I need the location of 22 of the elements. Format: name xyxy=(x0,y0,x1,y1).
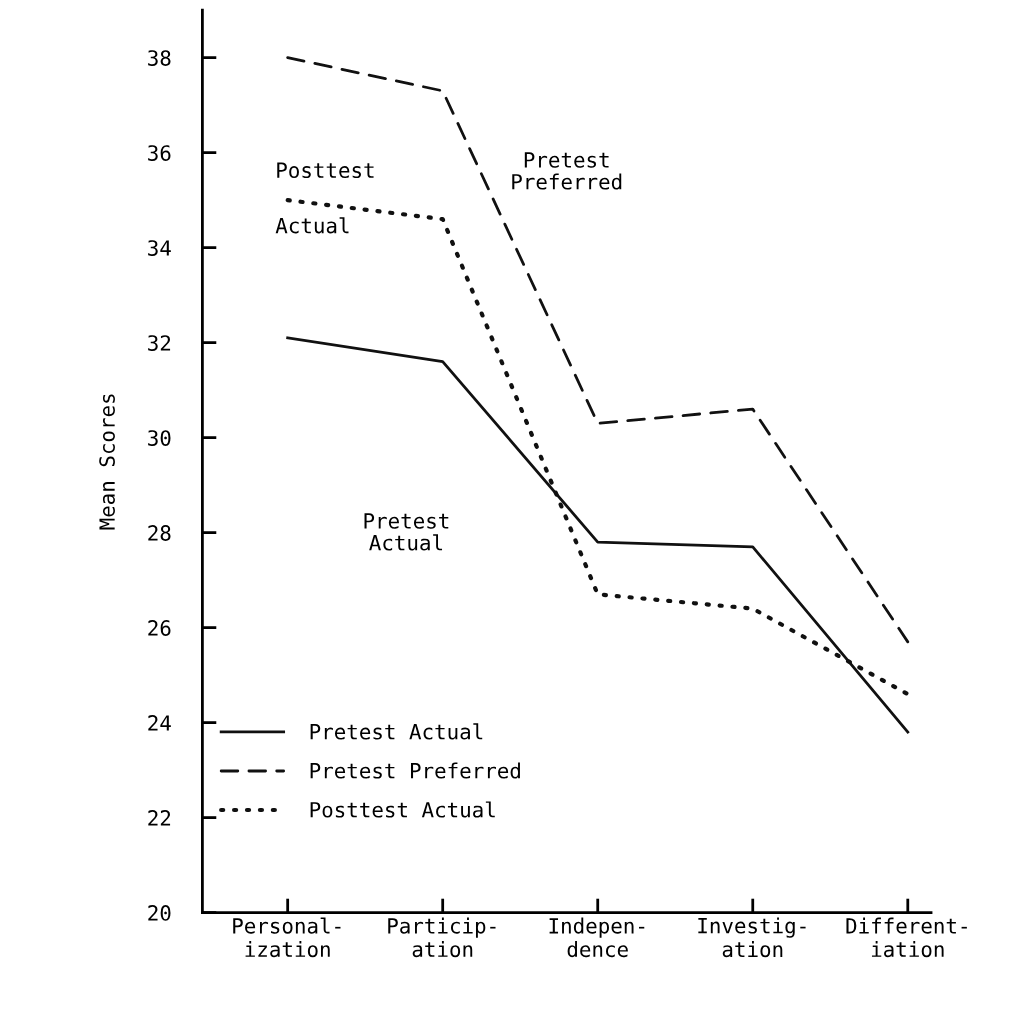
y-tick-label: 36 xyxy=(148,145,171,161)
y-tick-label: 32 xyxy=(148,335,171,351)
text: Posttest Actual xyxy=(275,162,374,234)
x-tick-label: Different- iation xyxy=(846,917,967,958)
x-tick-label: Indepen- dence xyxy=(549,917,645,958)
y-tick-label: 22 xyxy=(148,810,171,826)
annotation: Pretest Preferred xyxy=(512,152,622,190)
y-tick-label: 20 xyxy=(148,905,171,921)
y-tick-label: 30 xyxy=(148,430,171,446)
legend-label: Posttest Actual xyxy=(310,801,495,818)
y-tick-label: 38 xyxy=(148,50,171,66)
x-tick-label: Personal- ization xyxy=(233,917,341,958)
y-tick-label: 28 xyxy=(148,525,171,541)
x-tick-label: Particip- ation xyxy=(388,917,496,958)
y-tick-label: 24 xyxy=(148,715,171,731)
legend-label: Pretest Preferred xyxy=(310,762,520,779)
legend-label: Pretest Actual xyxy=(310,723,483,740)
y-tick-label: 26 xyxy=(148,620,171,636)
y-tick-label: 34 xyxy=(148,240,171,256)
annotation: Pretest Actual xyxy=(364,513,449,551)
x-tick-label: Investig- ation xyxy=(698,917,806,958)
y-axis-title: Mean Scores xyxy=(99,394,115,530)
